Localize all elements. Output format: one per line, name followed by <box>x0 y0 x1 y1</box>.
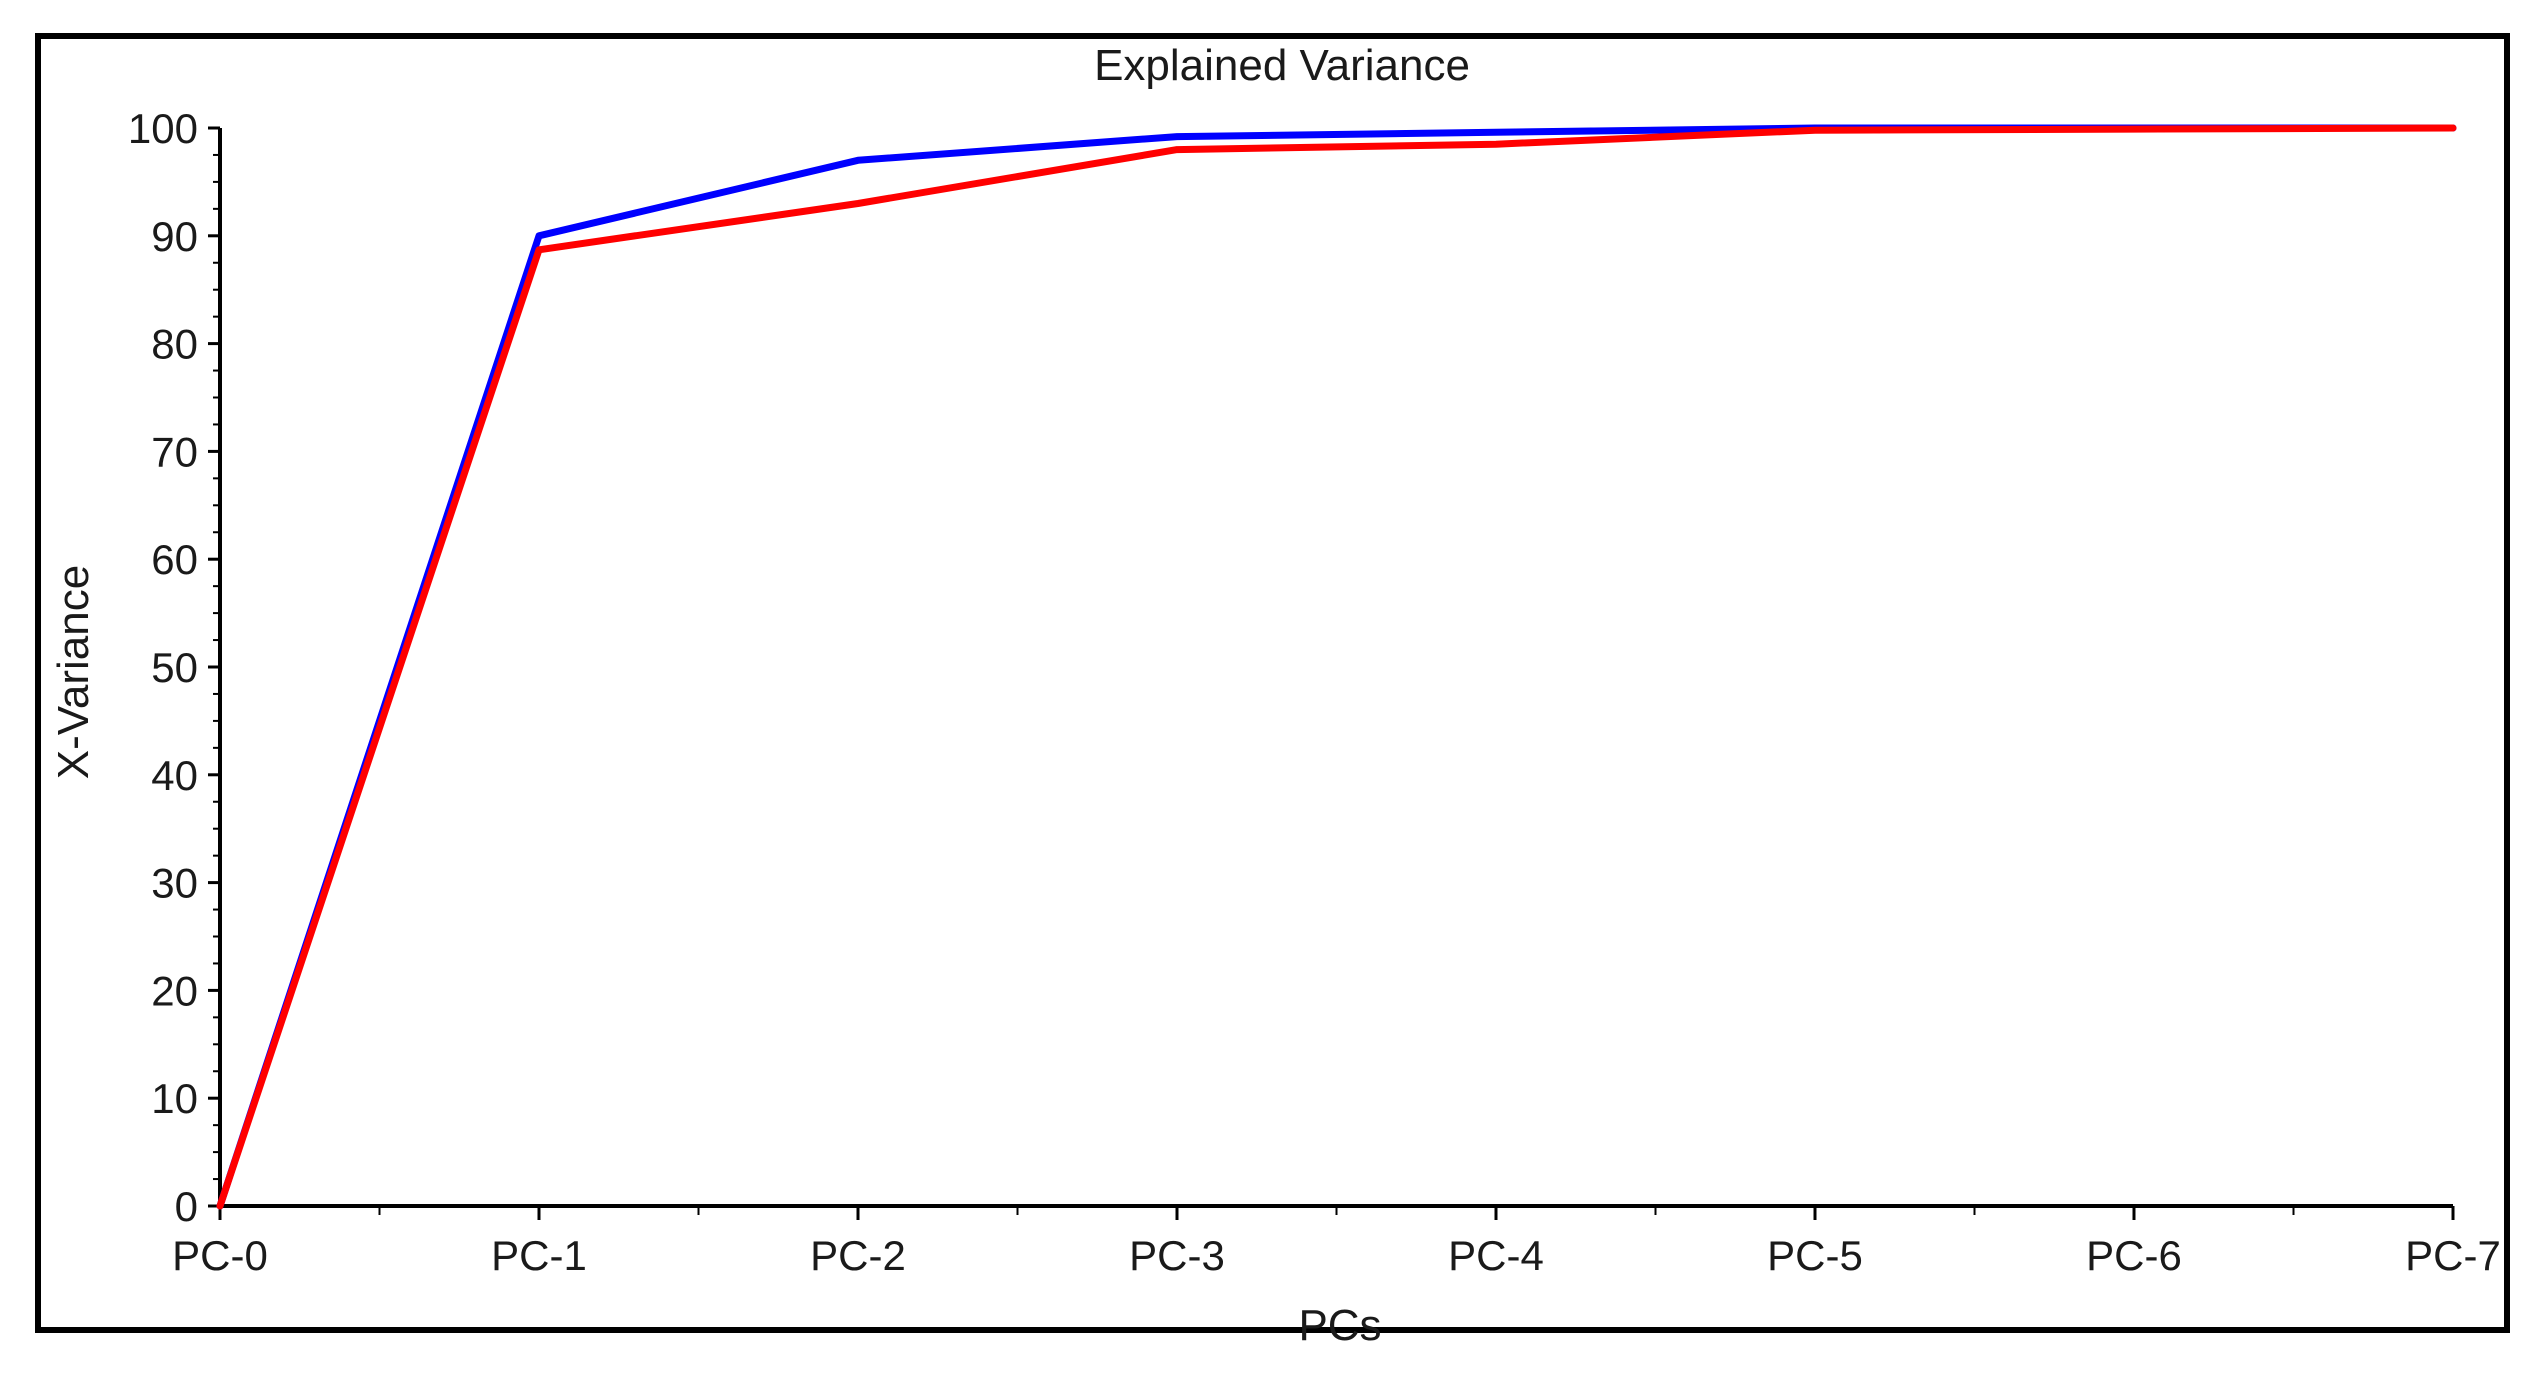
chart-title: Explained Variance <box>1094 41 1470 90</box>
y-tick-label: 80 <box>151 321 198 368</box>
x-tick-label: PC-6 <box>2086 1232 2182 1279</box>
x-tick-label: PC-3 <box>1129 1232 1225 1279</box>
y-tick-label: 60 <box>151 536 198 583</box>
x-tick-label: PC-1 <box>491 1232 587 1279</box>
y-tick-label: 100 <box>128 105 198 152</box>
x-tick-label: PC-5 <box>1767 1232 1863 1279</box>
chart-frame <box>35 33 2510 1333</box>
series-line-validation <box>216 124 2457 1210</box>
series-line-calibration <box>216 124 2457 1210</box>
y-tick-label: 40 <box>151 752 198 799</box>
x-axis-label: PCs <box>1298 1301 1381 1350</box>
x-tick-label: PC-2 <box>810 1232 906 1279</box>
y-tick-label: 20 <box>151 967 198 1014</box>
y-tick-label: 50 <box>151 644 198 691</box>
y-tick-label: 10 <box>151 1075 198 1122</box>
x-tick-label: PC-7 <box>2405 1232 2501 1279</box>
y-tick-label: 30 <box>151 860 198 907</box>
y-tick-label: 0 <box>175 1183 198 1230</box>
x-tick-label: PC-4 <box>1448 1232 1544 1279</box>
x-tick-label: PC-0 <box>172 1232 268 1279</box>
y-axis-label: X-Variance <box>49 565 98 779</box>
y-tick-label: 70 <box>151 428 198 475</box>
y-tick-label: 90 <box>151 213 198 260</box>
